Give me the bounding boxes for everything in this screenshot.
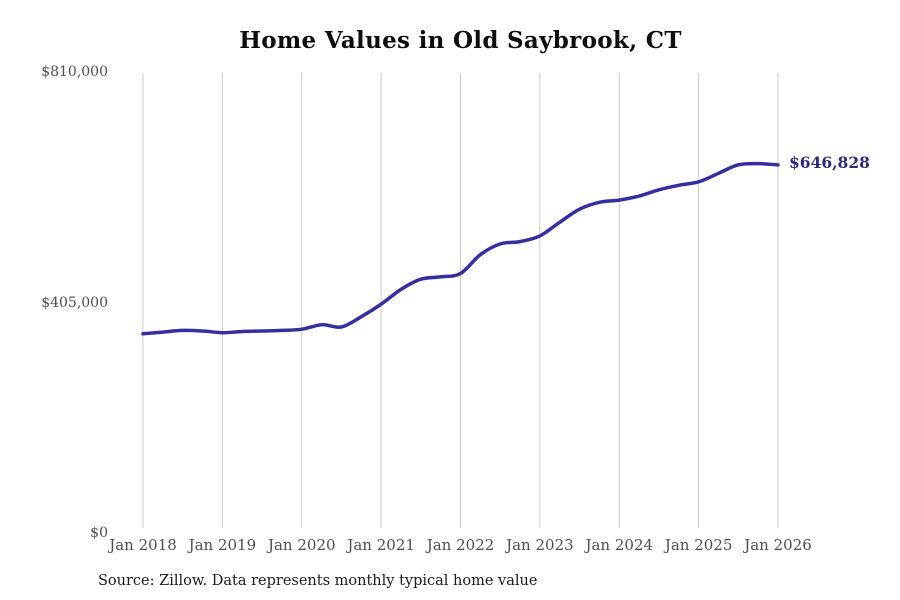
x-tick-label: Jan 2024 <box>585 536 654 554</box>
gridlines <box>142 73 779 528</box>
chart-title: Home Values in Old Saybrook, CT <box>239 27 682 54</box>
end-value-label: $646,828 <box>789 152 870 172</box>
x-tick-label: Jan 2026 <box>744 536 812 554</box>
x-tick-label: Jan 2019 <box>188 536 257 554</box>
x-tick-label: Jan 2020 <box>267 536 336 554</box>
source-note: Source: Zillow. Data represents monthly … <box>98 573 538 589</box>
y-tick-label: $405,000 <box>41 294 108 311</box>
x-tick-label: Jan 2018 <box>109 536 177 554</box>
x-tick-label: Jan 2025 <box>664 536 733 554</box>
x-tick-label: Jan 2023 <box>506 536 574 554</box>
home-value-line <box>141 161 780 336</box>
y-tick-label: $0 <box>90 525 108 541</box>
x-tick-label: Jan 2022 <box>426 536 495 554</box>
y-tick-label: $810,000 <box>41 64 108 80</box>
x-tick-label: Jan 2021 <box>347 536 415 554</box>
